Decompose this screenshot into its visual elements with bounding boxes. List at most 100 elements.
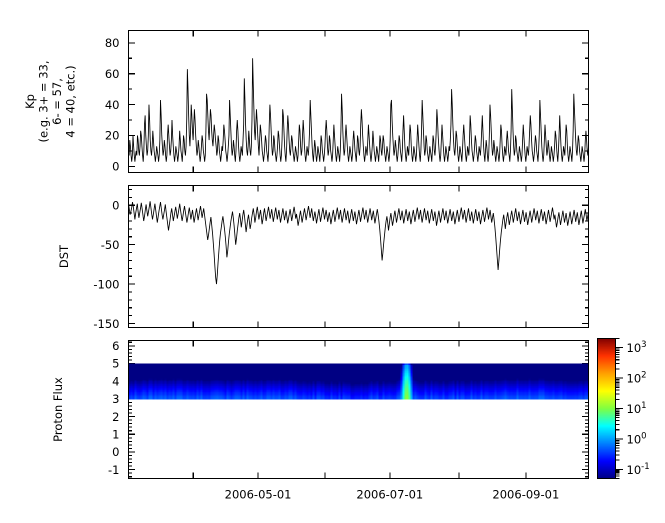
spectrogram-cell — [220, 385, 224, 388]
spectrogram-cell — [148, 397, 152, 400]
spectrogram-cell — [148, 375, 152, 378]
spectrogram-cell — [264, 396, 268, 399]
spectrogram-cell — [158, 381, 162, 384]
spectrogram-cell — [206, 364, 210, 367]
spectrogram-cell — [132, 382, 136, 385]
spectrogram-cell — [144, 366, 148, 369]
spectrogram-cell — [314, 382, 318, 385]
spectrogram-cell — [154, 371, 158, 374]
spectrogram-cell — [444, 374, 448, 377]
spectrogram-cell — [332, 383, 336, 386]
spectrogram-cell — [282, 383, 286, 386]
spectrogram-cell — [420, 385, 424, 388]
spectrogram-cell — [154, 373, 158, 375]
spectrogram-cell — [148, 392, 152, 395]
spectrogram-cell — [178, 383, 182, 386]
spectrogram-cell — [428, 381, 432, 384]
spectrogram-cell — [270, 363, 274, 366]
spectrogram-cell — [142, 392, 146, 395]
spectrogram-cell — [410, 379, 414, 382]
spectrogram-cell — [468, 381, 472, 384]
spectrogram-cell — [228, 396, 232, 399]
spectrogram-cell — [128, 378, 132, 381]
spectrogram-cell — [212, 366, 216, 369]
spectrogram-cell — [148, 386, 152, 389]
spectrogram-cell — [224, 374, 228, 377]
spectrogram-cell — [152, 386, 156, 389]
spectrogram-cell — [420, 371, 424, 374]
spectrogram-cell — [282, 368, 286, 371]
spectrogram-cell — [200, 382, 204, 385]
spectrogram-cell — [462, 383, 466, 386]
spectrogram-cell — [400, 378, 404, 381]
spectrogram-cell — [224, 363, 228, 366]
spectrogram-cell — [356, 364, 360, 367]
spectrogram-cell — [354, 378, 358, 381]
spectrogram-cell — [204, 367, 208, 370]
spectrogram-cell — [242, 394, 246, 397]
spectrogram-cell — [478, 388, 482, 390]
spectrogram-cell — [424, 390, 428, 393]
spectrogram-cell — [398, 394, 402, 397]
spectrogram-cell — [318, 370, 322, 373]
spectrogram-cell — [336, 389, 340, 392]
spectrogram-cell — [458, 368, 462, 371]
spectrogram-cell — [376, 385, 380, 388]
spectrogram-cell — [180, 377, 184, 380]
spectrogram-cell — [234, 390, 238, 393]
spectrogram-cell — [198, 366, 202, 369]
spectrogram-cell — [156, 393, 160, 396]
spectrogram-cell — [222, 366, 226, 369]
spectrogram-cell — [294, 390, 298, 393]
spectrogram-cell — [190, 378, 194, 381]
spectrogram-cell — [234, 366, 238, 369]
spectrogram-cell — [408, 388, 412, 390]
spectrogram-cell — [306, 367, 310, 370]
spectrogram-cell — [138, 373, 142, 375]
spectrogram-cell — [274, 396, 278, 399]
spectrogram-cell — [206, 374, 210, 377]
spectrogram-cell — [244, 373, 248, 375]
spectrogram-cell — [414, 397, 418, 400]
spectrogram-cell — [432, 370, 436, 373]
spectrogram-cell — [326, 371, 330, 374]
spectrogram-cell — [374, 389, 378, 392]
spectrogram-cell — [220, 374, 224, 377]
spectrogram-cell — [422, 379, 426, 382]
spectrogram-cell — [486, 378, 490, 381]
spectrogram-cell — [202, 394, 206, 397]
spectrogram-cell — [426, 367, 430, 370]
spectrogram-cell — [276, 382, 280, 385]
spectrogram-cell — [244, 386, 248, 389]
spectrogram-cell — [200, 385, 204, 388]
spectrogram-cell — [286, 368, 290, 371]
spectrogram-cell — [184, 371, 188, 374]
spectrogram-cell — [138, 378, 142, 381]
spectrogram-cell — [426, 375, 430, 378]
spectrogram-cell — [320, 389, 324, 392]
spectrogram-cell — [130, 370, 134, 373]
spectrogram-cell — [168, 363, 172, 366]
spectrogram-cell — [300, 389, 304, 392]
spectrogram-cell — [354, 374, 358, 377]
spectrogram-cell — [336, 371, 340, 374]
spectrogram-cell — [306, 366, 310, 369]
spectrogram-cell — [348, 382, 352, 385]
spectrogram-cell — [146, 379, 150, 382]
spectrogram-cell — [444, 370, 448, 373]
spectrogram-cell — [298, 392, 302, 395]
spectrogram-cell — [200, 366, 204, 369]
spectrogram-cell — [410, 396, 414, 399]
spectrogram-cell — [490, 368, 494, 371]
spectrogram-cell — [184, 394, 188, 397]
spectrogram-cell — [432, 393, 436, 396]
spectrogram-cell — [426, 389, 430, 392]
spectrogram-cell — [234, 394, 238, 397]
spectrogram-cell — [226, 388, 230, 390]
spectrogram-cell — [472, 396, 476, 399]
spectrogram-cell — [152, 375, 156, 378]
dst-axis-label: DST — [57, 244, 71, 268]
spectrogram-cell — [266, 378, 270, 381]
spectrogram-cell — [314, 366, 318, 369]
spectrogram-cell — [256, 386, 260, 389]
